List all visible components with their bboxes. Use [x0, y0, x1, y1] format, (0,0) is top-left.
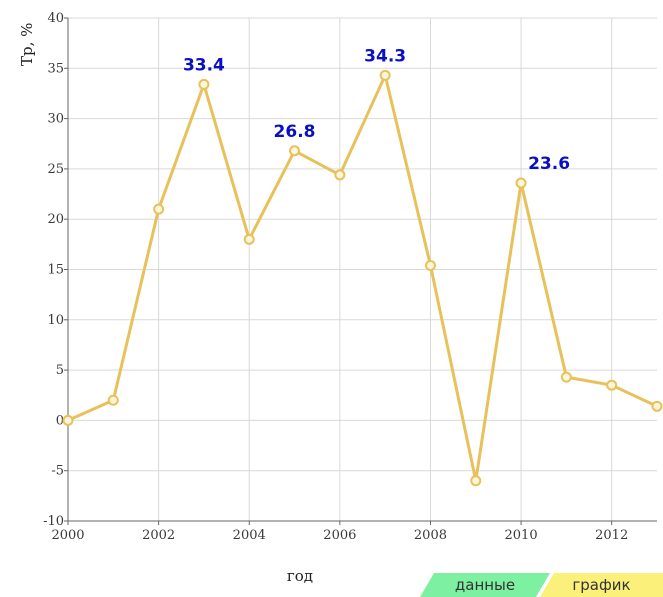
data-point[interactable]: [198, 78, 210, 90]
y-tick-label: -5: [51, 464, 64, 479]
y-tick-label: -10: [43, 514, 64, 529]
y-tick-label: 0: [56, 413, 64, 428]
x-tick-label: 2004: [233, 528, 266, 543]
data-point[interactable]: [651, 400, 663, 412]
x-tick-label: 2012: [595, 528, 628, 543]
y-tick-label: 35: [47, 61, 64, 76]
y-tick-label: 5: [56, 363, 64, 378]
data-point[interactable]: [107, 394, 119, 406]
series-layer: [62, 69, 663, 487]
data-point[interactable]: [560, 371, 572, 383]
y-tick-label: 15: [47, 263, 64, 278]
data-point[interactable]: [470, 475, 482, 487]
x-tick-label: 2002: [142, 528, 175, 543]
grid: [67, 17, 657, 522]
data-labels: 33.4 26.8 34.3 23.6: [183, 46, 570, 174]
data-point[interactable]: [379, 69, 391, 81]
x-tick-label: 2000: [51, 528, 84, 543]
data-label: 26.8: [274, 122, 316, 142]
tab-data[interactable]: данные: [420, 573, 550, 597]
data-point[interactable]: [243, 233, 255, 245]
data-point[interactable]: [515, 177, 527, 189]
series-line: [67, 73, 658, 483]
data-point[interactable]: [606, 379, 618, 391]
data-label: 23.6: [528, 154, 570, 174]
y-tick-label: 30: [47, 112, 64, 127]
data-label: 33.4: [183, 55, 225, 75]
data-point[interactable]: [424, 259, 436, 271]
tab-chart[interactable]: график: [540, 573, 663, 597]
x-tick-label: 2006: [323, 528, 356, 543]
y-tick-label: 40: [47, 11, 64, 26]
y-axis-title: Тр, %: [18, 23, 36, 66]
x-axis-title: год: [287, 567, 313, 585]
x-tick-label: 2008: [414, 528, 447, 543]
data-point[interactable]: [153, 203, 165, 215]
data-label: 34.3: [364, 46, 406, 66]
y-tick-label: 25: [47, 162, 64, 177]
y-tick-label: 20: [47, 212, 64, 227]
data-point[interactable]: [334, 169, 346, 181]
data-point[interactable]: [62, 414, 74, 426]
data-point[interactable]: [289, 145, 301, 157]
x-tick-label: 2010: [505, 528, 538, 543]
y-tick-label: 10: [47, 313, 64, 328]
